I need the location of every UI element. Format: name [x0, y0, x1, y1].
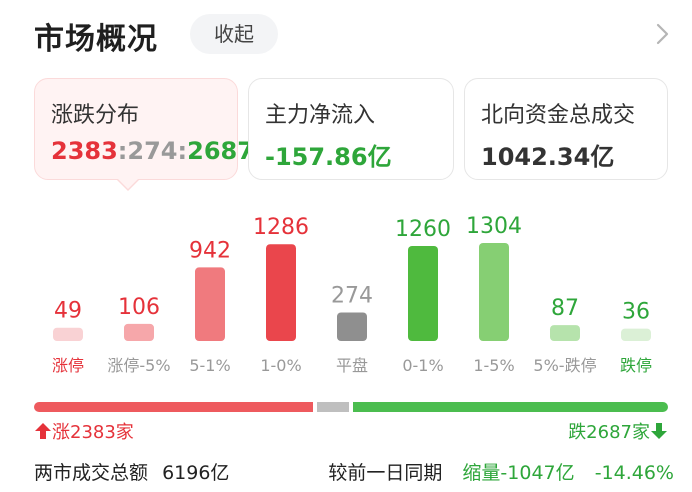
compare-label: 较前一日同期	[328, 462, 443, 484]
ratio-up-segment	[34, 402, 314, 412]
category-label: 跌停	[620, 356, 652, 375]
down-count-value: 2687	[187, 137, 254, 165]
category-label: 5-1%	[189, 356, 230, 375]
bar-value-label: 49	[54, 299, 82, 324]
category-label: 0-1%	[402, 356, 443, 375]
separator: :	[117, 137, 128, 165]
bar-value-label: 36	[622, 300, 650, 325]
northbound-label: 北向资金总成交	[481, 103, 636, 128]
bar-3	[266, 244, 296, 341]
bar-value-label: 1260	[395, 217, 451, 242]
ratio-flat-segment	[317, 402, 350, 412]
card-pointer	[118, 179, 138, 189]
page-title: 市场概况	[34, 22, 158, 57]
arrow-up-icon	[35, 423, 51, 439]
change-amount: 缩量-1047亿	[462, 462, 575, 484]
bar-1	[124, 323, 154, 341]
bar-5	[408, 245, 438, 341]
northbound-value: 1042.34亿	[481, 143, 615, 171]
ratio-bar	[34, 402, 668, 412]
turnover: 两市成交总额 6196亿	[34, 458, 229, 485]
main-flow-label: 主力净流入	[265, 103, 376, 128]
collapse-button[interactable]: 收起	[190, 14, 278, 54]
bar-value-label: 274	[331, 284, 373, 309]
main-flow-value: -157.86亿	[265, 143, 392, 171]
category-label: 平盘	[336, 356, 368, 375]
distribution-label: 涨跌分布	[51, 103, 140, 128]
bar-value-label: 1304	[466, 214, 522, 239]
change-pct: -14.46%	[594, 462, 674, 484]
separator: :	[177, 137, 188, 165]
up-count-label: 涨2383家	[52, 422, 134, 443]
comparison: 较前一日同期 缩量-1047亿 -14.46%	[322, 458, 674, 485]
category-label: 涨停-5%	[107, 356, 170, 375]
distribution-card[interactable]: 涨跌分布 2383:274:2687	[34, 78, 254, 180]
bar-value-label: 1286	[253, 215, 309, 240]
bar-value-label: 106	[118, 295, 160, 320]
category-label: 涨停	[52, 356, 84, 375]
bar-8	[621, 328, 651, 341]
bar-4	[337, 312, 367, 341]
bar-value-label: 942	[189, 238, 231, 263]
up-count: 涨2383家	[34, 418, 134, 444]
flat-count-value: 274	[127, 137, 178, 165]
chevron-right-icon[interactable]	[652, 20, 672, 48]
ratio-down-segment	[353, 402, 668, 412]
turnover-value: 6196亿	[162, 462, 230, 484]
bar-7	[550, 325, 580, 341]
distribution-chart: 49 涨停 106 涨停-5% 942 5-1% 1286 1-0% 274 平盘 1260 0-1%…	[52, 214, 652, 375]
turnover-label: 两市成交总额	[34, 462, 149, 484]
bar-2	[195, 267, 225, 341]
category-label: 5%-跌停	[533, 356, 596, 375]
up-count-value: 2383	[51, 137, 118, 165]
header: 市场概况 收起	[0, 0, 692, 70]
category-label: 1-0%	[260, 356, 301, 375]
arrow-down-icon	[651, 423, 667, 439]
distribution-value: 2383:274:2687	[51, 137, 254, 165]
category-label: 1-5%	[473, 356, 514, 375]
down-count-label: 跌2687家	[568, 422, 650, 443]
bar-0	[53, 327, 83, 341]
bar-value-label: 87	[551, 296, 579, 321]
main-flow-card[interactable]: 主力净流入 -157.86亿	[248, 78, 454, 180]
bar-6	[479, 243, 509, 341]
down-count: 跌2687家	[568, 418, 668, 444]
northbound-card[interactable]: 北向资金总成交 1042.34亿	[464, 78, 668, 180]
